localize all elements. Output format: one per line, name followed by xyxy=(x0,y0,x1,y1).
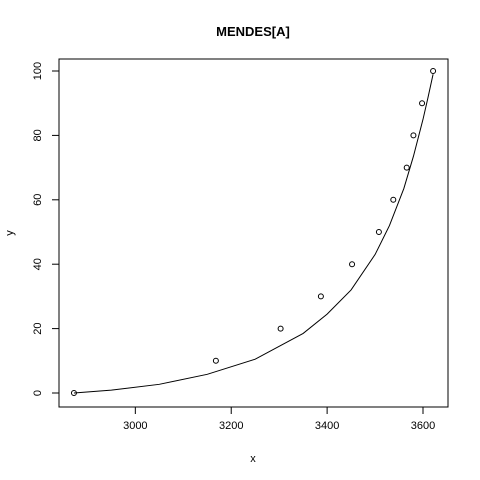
fitted-curve xyxy=(73,74,434,394)
data-point xyxy=(403,164,410,171)
data-point xyxy=(317,293,324,300)
x-axis: 3000 3200 3400 3600 xyxy=(123,407,435,432)
y-tick-label: 60 xyxy=(32,194,44,206)
data-point xyxy=(419,100,426,107)
y-tick-label: 40 xyxy=(32,258,44,270)
y-tick-label: 20 xyxy=(32,322,44,334)
y-axis-label: y xyxy=(4,230,16,236)
data-point xyxy=(390,196,397,203)
data-point xyxy=(212,357,219,364)
plot-frame xyxy=(58,58,449,408)
data-point xyxy=(70,390,77,396)
y-tick-label: 0 xyxy=(32,390,44,396)
data-points xyxy=(70,68,437,396)
data-point xyxy=(430,68,437,74)
y-tick-label: 80 xyxy=(32,129,44,141)
x-tick-label: 3400 xyxy=(315,420,339,432)
data-point xyxy=(375,229,382,235)
y-tick-label: 100 xyxy=(32,62,44,80)
data-point xyxy=(277,325,284,332)
x-tick-label: 3000 xyxy=(123,420,147,432)
x-tick-label: 3600 xyxy=(411,420,435,432)
data-point xyxy=(410,132,417,139)
data-point xyxy=(349,261,356,268)
chart-title: MENDES[A] xyxy=(216,24,290,39)
x-tick-label: 3200 xyxy=(219,420,243,432)
x-axis-label: x xyxy=(250,453,256,465)
y-axis: 0 20 40 60 80 100 xyxy=(32,62,59,396)
